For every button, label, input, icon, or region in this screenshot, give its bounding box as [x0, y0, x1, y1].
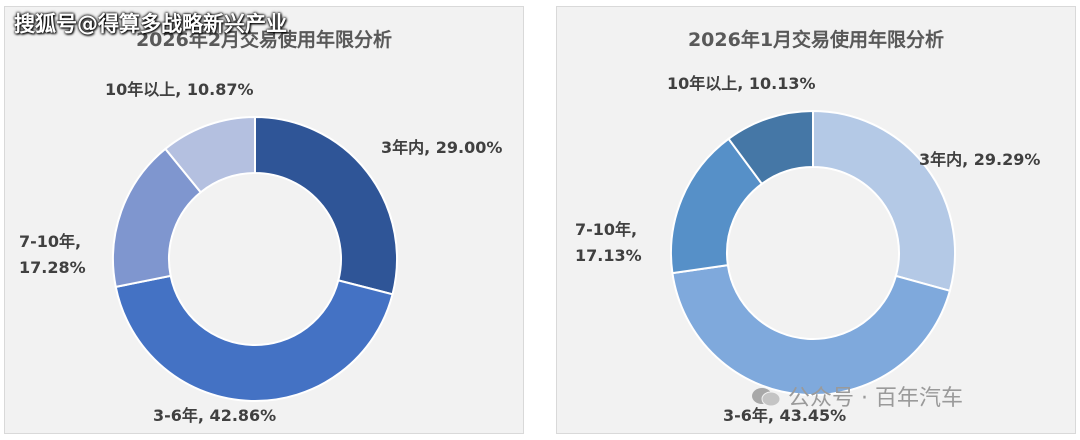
chart-panel-feb: 2026年2月交易使用年限分析 3年内, 29.00% 3-6年, 42.86%… — [4, 6, 524, 434]
donut-slice-3年内 — [812, 109, 956, 293]
donut-slice-10年以上 — [727, 109, 814, 186]
donut-slice-3年内 — [254, 115, 398, 296]
slice-label-3y: 3年内, 29.29% — [919, 150, 1041, 169]
slice-label-7-10y: 7-10年, 17.28% — [19, 232, 86, 277]
wechat-icon — [752, 388, 781, 407]
slice-label-10y-plus: 10年以上, 10.13% — [667, 74, 816, 93]
chart-panel-jan: 2026年1月交易使用年限分析 3年内, 29.29% 3-6年, 43.45%… — [556, 6, 1076, 434]
slice-label-7-10y: 7-10年, 17.13% — [575, 220, 642, 265]
donut-chart-jan — [670, 109, 956, 396]
watermark-text: 公众号 · 百年汽车 — [788, 386, 963, 411]
watermark: 公众号 · 百年汽车 — [750, 380, 963, 412]
chart-title: 2026年1月交易使用年限分析 — [687, 29, 945, 51]
slice-label-3-6y: 3-6年, 43.45% — [723, 406, 847, 425]
donut-slice-3-6年 — [671, 264, 952, 396]
chart-title: 2026年2月交易使用年限分析 — [135, 29, 393, 51]
source-overlay-text: 搜狐号@得算多战略新兴产业 — [14, 12, 287, 36]
slice-label-3y: 3年内, 29.00% — [381, 138, 503, 157]
donut-slice-10年以上 — [163, 115, 256, 194]
slice-label-10y-plus: 10年以上, 10.87% — [105, 80, 254, 99]
donut-slice-3-6年 — [114, 274, 394, 402]
donut-chart-feb — [112, 115, 398, 402]
slice-label-3-6y: 3-6年, 42.86% — [153, 406, 277, 425]
